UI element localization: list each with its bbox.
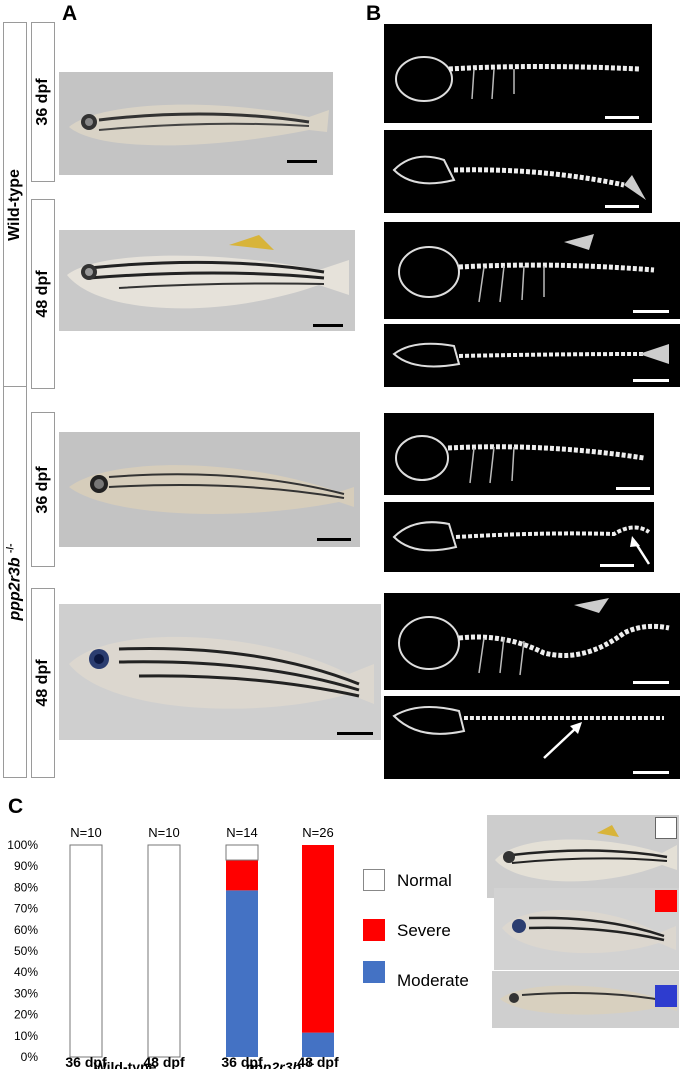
stage-label: 36 dpf [34, 78, 51, 126]
ct-scan-mut-36-dorsal [384, 502, 654, 572]
skeleton-illustration [395, 56, 640, 119]
skeleton-illustration [398, 234, 669, 313]
mutant-genotype: -/- [5, 543, 17, 553]
y-tick-label: 100% [7, 838, 38, 852]
stage-label: 48 dpf [34, 659, 51, 707]
stacked-bar-chart: 0% 10% 20% 30% 40% 50% 60% 70% 80% 90% 100% N=10 36 … [7, 825, 339, 1069]
fish-photo-mut-36 [59, 432, 360, 547]
fish-photo-wt-36 [59, 72, 333, 175]
legend-label-moderate: Moderate [397, 971, 469, 990]
fish-illustration [494, 888, 679, 970]
y-tick-label: 30% [14, 986, 38, 1000]
stage-label: 36 dpf [34, 465, 51, 514]
phenotype-example-normal [487, 815, 679, 898]
bar-segment-normal [225, 844, 259, 861]
group-label-mutant: ppp2r3b -/- [245, 1059, 315, 1069]
y-tick-label: 40% [14, 965, 38, 979]
phenotype-example-moderate [492, 971, 679, 1028]
n-label: N=10 [148, 825, 179, 840]
bar-segment-normal [147, 844, 181, 1058]
fish-illustration [59, 604, 381, 740]
ct-scan-wt-36-lateral [384, 24, 652, 123]
stage-box-wt-48: 48 dpf [31, 199, 55, 389]
ct-scan-wt-48-dorsal [384, 324, 680, 387]
phenotype-swatch-severe [655, 890, 677, 912]
x-category-label: 48 dpf [297, 1054, 339, 1069]
x-category-label: 36 dpf [221, 1054, 263, 1069]
n-label: N=26 [302, 825, 333, 840]
bar-segment-moderate [226, 890, 258, 1057]
fish-illustration [59, 72, 333, 175]
ct-scan-mut-48-dorsal [384, 696, 680, 779]
mutant-group-label: ppp2r3b -/- [3, 386, 27, 778]
stage-box-wt-36: 36 dpf [31, 22, 55, 182]
legend-label-normal: Normal [397, 871, 452, 890]
legend-swatch-moderate [363, 961, 385, 983]
y-tick-label: 50% [14, 944, 38, 958]
mutant-text: ppp2r3b -/- [5, 543, 24, 620]
fish-illustration [59, 432, 360, 547]
stage-box-mut-36: 36 dpf [31, 412, 55, 567]
phenotype-swatch-moderate [655, 985, 677, 1007]
fish-photo-wt-48 [59, 230, 355, 331]
y-tick-label: 0% [21, 1050, 39, 1064]
ct-scan-mut-48-lateral [384, 593, 680, 690]
phenotype-example-severe [494, 888, 679, 970]
bar-segment-severe [226, 860, 258, 891]
y-tick-label: 10% [14, 1029, 38, 1043]
bar-segment-normal [69, 844, 103, 1058]
y-tick-label: 80% [14, 880, 38, 894]
y-tick-label: 20% [14, 1008, 38, 1022]
phenotype-swatch-normal [655, 817, 677, 839]
stage-label: 48 dpf [34, 270, 51, 318]
wildtype-text: Wild-type [6, 169, 23, 241]
fish-illustration [487, 815, 679, 898]
stage-box-mut-48: 48 dpf [31, 588, 55, 778]
x-category-label: 48 dpf [143, 1054, 185, 1069]
panel-letter-c: C [8, 795, 24, 818]
y-tick-label: 70% [14, 902, 38, 916]
x-category-label: 36 dpf [65, 1054, 107, 1069]
legend-label-severe: Severe [397, 921, 451, 940]
panel-letter-b: B [366, 2, 382, 25]
fish-illustration [59, 230, 355, 331]
mutant-gene: ppp2r3b [6, 557, 24, 621]
ct-scan-mut-36-lateral [384, 413, 654, 495]
panel-letter-a: A [62, 2, 78, 25]
skeleton-illustration [392, 155, 646, 208]
skeleton-illustration [395, 435, 650, 490]
group-label-wildtype: Wild-type [94, 1059, 157, 1069]
y-tick-label: 90% [14, 859, 38, 873]
y-tick-label: 60% [14, 923, 38, 937]
n-label: N=10 [70, 825, 101, 840]
fish-photo-mut-48 [59, 604, 381, 740]
skeleton-illustration [398, 598, 670, 684]
legend-swatch-normal [363, 869, 385, 891]
skeleton-illustration [392, 521, 651, 567]
fish-illustration [492, 971, 679, 1028]
bar-segment-moderate [302, 1032, 334, 1057]
ct-scan-wt-48-lateral [384, 222, 680, 319]
white-arrow [630, 536, 651, 565]
skeleton-illustration [392, 706, 669, 774]
legend-swatch-severe [363, 919, 385, 941]
n-label: N=14 [226, 825, 257, 840]
bar-segment-severe [302, 845, 334, 1033]
white-arrow [543, 722, 582, 759]
wildtype-group-label: Wild-type [3, 22, 27, 388]
ct-scan-wt-36-dorsal [384, 130, 652, 213]
skeleton-illustration [392, 342, 669, 382]
